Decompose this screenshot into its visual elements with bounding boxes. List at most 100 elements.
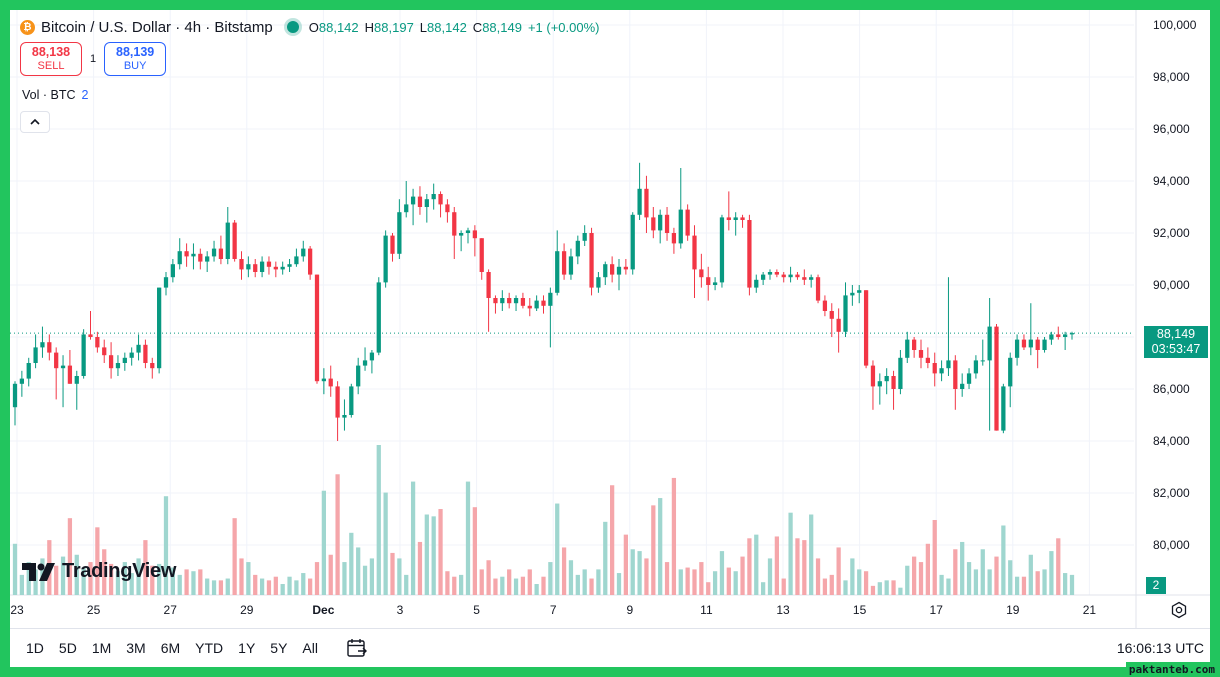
candle-body xyxy=(294,256,299,265)
candle-body xyxy=(788,274,793,278)
volume-bar xyxy=(884,580,889,595)
candle-body xyxy=(67,365,73,384)
volume-bar xyxy=(548,562,553,595)
current-price-label: 88,149 03:53:47 xyxy=(1144,326,1208,358)
price-tick-label: 84,000 xyxy=(1153,434,1190,448)
range-3m-button[interactable]: 3M xyxy=(126,640,146,656)
spread-value: 1 xyxy=(90,53,97,65)
candle-body xyxy=(356,365,361,387)
candle-body xyxy=(136,344,141,353)
volume-bar xyxy=(520,576,526,595)
volume-bar xyxy=(102,549,107,595)
volume-bar xyxy=(754,534,759,595)
range-5y-button[interactable]: 5Y xyxy=(270,640,288,656)
candle-body xyxy=(644,188,649,218)
volume-bar xyxy=(671,477,677,595)
range-6m-button[interactable]: 6M xyxy=(160,640,181,656)
time-tick-label: 15 xyxy=(853,603,867,617)
candle-body xyxy=(719,217,725,283)
volume-bar xyxy=(863,571,869,595)
candle-body xyxy=(479,238,484,272)
volume-bar xyxy=(74,554,79,595)
volume-bar xyxy=(246,562,251,595)
candle-body xyxy=(47,342,52,353)
volume-bar xyxy=(479,569,484,595)
change-value: +1 (+0.00%) xyxy=(527,19,600,35)
candle-body xyxy=(637,188,642,215)
candle-body xyxy=(658,214,663,231)
tradingview-logo-icon xyxy=(22,562,55,581)
candle-body xyxy=(994,326,999,431)
volume-bar xyxy=(438,509,443,595)
volume-bar xyxy=(712,571,718,595)
candle-body xyxy=(912,339,917,350)
collapse-legend-button[interactable] xyxy=(20,111,50,133)
logo-text: TradingView xyxy=(62,560,177,582)
range-ytd-button[interactable]: YTD xyxy=(195,640,224,656)
range-5d-button[interactable]: 5D xyxy=(58,640,77,656)
volume-bar xyxy=(136,558,141,595)
volume-bar xyxy=(980,549,985,595)
volume-bar xyxy=(589,578,594,595)
settings-icon[interactable] xyxy=(1170,601,1188,619)
candle-body xyxy=(60,365,66,369)
price-tick-label: 98,000 xyxy=(1153,70,1190,84)
volume-bar xyxy=(424,514,429,595)
volume-bar xyxy=(253,574,258,595)
volume-bar xyxy=(280,584,285,595)
close-value: 88,149 xyxy=(482,19,522,35)
time-tick-label: 9 xyxy=(626,603,633,617)
range-1y-button[interactable]: 1Y xyxy=(238,640,256,656)
candle-body xyxy=(1063,334,1068,337)
high-label: H xyxy=(364,19,375,35)
volume-bar xyxy=(1042,569,1047,595)
volume-bar xyxy=(122,562,127,595)
calendar-range-icon[interactable] xyxy=(346,637,368,659)
candle-body xyxy=(102,347,107,356)
volume-bar xyxy=(445,571,450,595)
candle-body xyxy=(575,240,580,257)
buy-button[interactable]: 88,139 BUY xyxy=(104,42,167,76)
volume-bar xyxy=(88,562,93,595)
utc-clock[interactable]: 16:06:13 UTC xyxy=(1116,640,1204,656)
volume-bar xyxy=(349,532,354,595)
volume-bar xyxy=(294,580,299,595)
volume-bar xyxy=(912,556,917,595)
high-value: 88,197 xyxy=(374,19,414,35)
volume-bar xyxy=(321,490,326,595)
volume-bar xyxy=(170,567,175,595)
trade-buttons: 88,138 SELL 1 88,139 BUY xyxy=(20,42,167,76)
range-all-button[interactable]: All xyxy=(302,640,318,656)
time-tick-label: 3 xyxy=(397,603,404,617)
chart-window: 100,000 98,000 96,000 94,000 92,000 90,000 88,… xyxy=(10,10,1210,667)
chevron-up-icon xyxy=(30,118,40,125)
candle-body xyxy=(266,261,272,267)
volume-bar xyxy=(383,492,388,595)
volume-legend[interactable]: Vol · BTC 2 xyxy=(22,88,88,102)
symbol-title[interactable]: Bitcoin / U.S. Dollar · 4h · Bitstamp xyxy=(41,18,273,36)
price-tick-label: 100,000 xyxy=(1153,18,1197,32)
candle-body xyxy=(692,235,697,270)
range-1m-button[interactable]: 1M xyxy=(91,640,112,656)
chart-canvas[interactable]: 100,000 98,000 96,000 94,000 92,000 90,000 88,… xyxy=(10,10,1210,628)
volume-bar xyxy=(898,587,903,595)
range-1d-button[interactable]: 1D xyxy=(26,640,44,656)
sell-button[interactable]: 88,138 SELL xyxy=(20,42,82,76)
tradingview-logo[interactable]: TradingView xyxy=(22,560,176,583)
candle-body xyxy=(500,298,505,304)
volume-bar xyxy=(191,571,196,595)
bar-countdown: 03:53:47 xyxy=(1151,342,1201,356)
volume-bar xyxy=(836,547,841,595)
volume-bar xyxy=(459,574,464,595)
volume-bar xyxy=(719,551,725,595)
candle-body xyxy=(122,357,127,363)
candle-body xyxy=(253,264,258,272)
candle-body xyxy=(699,269,704,278)
candle-body xyxy=(410,196,416,205)
volume-bar xyxy=(225,578,230,595)
candle-body xyxy=(891,376,896,389)
volume-bar xyxy=(603,521,608,595)
volume-bar xyxy=(163,496,169,595)
price-pane xyxy=(12,162,1075,441)
candle-body xyxy=(390,235,395,254)
